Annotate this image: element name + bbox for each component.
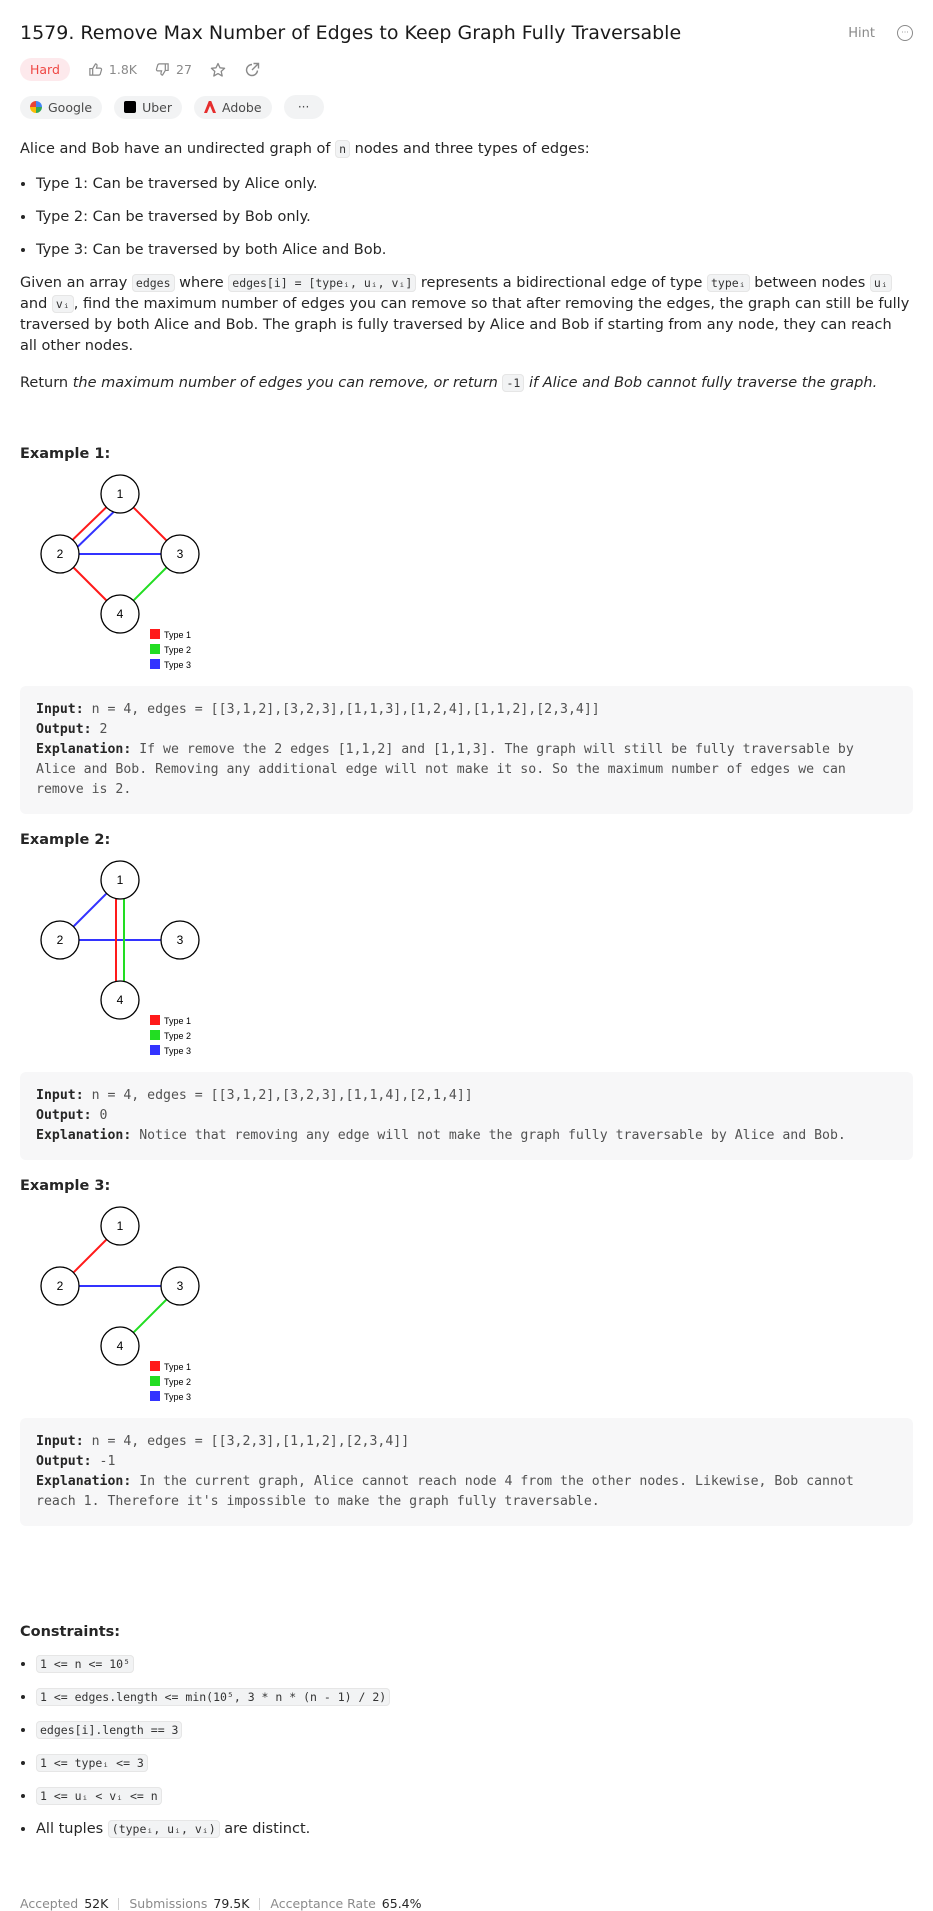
meta-row: Hard 1.8K 27 [20,58,913,81]
legend: Type 1 Type 2 Type 3 [150,1361,191,1402]
stat-acceptance: Acceptance Rate 65.4% [270,1896,422,1911]
example-2-title: Example 2: [20,832,111,848]
dislike-button[interactable]: 27 [155,62,192,77]
svg-text:Type 3: Type 3 [164,1046,191,1056]
legend: Type 1 Type 2 Type 3 [150,629,191,670]
constraints-title: Constraints: [20,1624,121,1640]
svg-text:1: 1 [117,873,124,887]
svg-text:4: 4 [117,1339,124,1353]
share-icon[interactable] [244,62,260,78]
graph-node: 3 [160,1266,200,1306]
example-3-graph: 1 2 3 4 Type 1 Type 2 Type 3 [40,1206,200,1402]
graph-node: 1 [100,1206,140,1246]
star-icon[interactable] [210,62,226,78]
legend: Type 1 Type 2 Type 3 [150,1015,191,1056]
example-3-title: Example 3: [20,1178,111,1194]
graph-node: 3 [160,920,200,960]
tag-adobe[interactable]: Adobe [194,95,272,119]
adobe-logo-icon [204,101,217,113]
graph-node: 1 [100,860,140,900]
svg-text:Type 2: Type 2 [164,1031,191,1041]
page-title: 1579. Remove Max Number of Edges to Keep… [20,22,682,44]
svg-text:3: 3 [177,933,184,947]
stat-accepted: Accepted 52K [20,1896,109,1911]
example-1-title: Example 1: [20,446,111,462]
dislike-count: 27 [176,62,192,77]
svg-text:1: 1 [117,1219,124,1233]
example-3-block: Input: n = 4, edges = [[3,2,3],[1,1,2],[… [20,1418,913,1526]
thumbs-up-icon [89,63,103,76]
svg-text:Type 1: Type 1 [164,1362,191,1372]
svg-text:Type 2: Type 2 [164,1377,191,1387]
list-item: Type 1: Can be traversed by Alice only. [36,174,913,195]
svg-text:3: 3 [177,1279,184,1293]
google-logo-icon [30,101,42,113]
description-return: Return the maximum number of edges you c… [20,374,878,392]
svg-text:Type 1: Type 1 [164,630,191,640]
svg-text:2: 2 [57,1279,64,1293]
constraints-list: 1 <= n <= 10⁵ 1 <= edges.length <= min(1… [20,1654,913,1840]
svg-text:4: 4 [117,607,124,621]
thumbs-down-icon [155,63,169,76]
edge-types-list: Type 1: Can be traversed by Alice only. … [20,174,913,261]
svg-text:2: 2 [57,933,64,947]
example-1-block: Input: n = 4, edges = [[3,1,2],[3,2,3],[… [20,686,913,814]
list-item: 1 <= n <= 10⁵ [36,1654,913,1675]
list-item: Type 3: Can be traversed by both Alice a… [36,240,913,261]
svg-text:1: 1 [117,487,124,501]
graph-node: 4 [100,980,140,1020]
tag-google[interactable]: Google [20,95,103,119]
graph-node: 3 [160,534,200,574]
list-item: 1 <= uᵢ < vᵢ <= n [36,1786,913,1807]
graph-node: 2 [40,534,80,574]
more-tags-button[interactable]: ··· [283,95,324,119]
stat-submissions: Submissions 79.5K [129,1896,250,1911]
stats-bar: Accepted 52K Submissions 79.5K Acceptance … [20,1896,422,1911]
svg-text:Type 3: Type 3 [164,1392,191,1402]
list-item: edges[i].length == 3 [36,1720,913,1741]
difficulty-badge: Hard [20,58,70,81]
svg-text:3: 3 [177,547,184,561]
like-button[interactable]: 1.8K [88,62,137,77]
svg-text:Type 2: Type 2 [164,645,191,655]
example-2-graph: 1 2 3 4 Type 1 Type 2 Type 3 [40,860,200,1056]
tag-uber[interactable]: Uber [114,95,183,119]
uber-logo-icon [124,101,137,113]
list-item: 1 <= edges.length <= min(10⁵, 3 * n * (n… [36,1687,913,1708]
list-item: Type 2: Can be traversed by Bob only. [36,207,913,228]
tag-label: Google [48,99,93,115]
tag-label: Adobe [222,99,262,115]
company-tags: Google Uber Adobe ··· [20,95,913,119]
example-1-graph: 1 2 3 4 Type 1 Type 2 Type 3 [40,474,200,670]
example-2-block: Input: n = 4, edges = [[3,1,2],[3,2,3],[… [20,1072,913,1160]
graph-node: 2 [40,1266,80,1306]
graph-node: 4 [100,1326,140,1366]
description-intro: Alice and Bob have an undirected graph o… [20,140,590,158]
svg-text:4: 4 [117,993,124,1007]
hint-button[interactable]: Hint [848,25,875,41]
like-count: 1.8K [108,62,137,77]
svg-text:Type 1: Type 1 [164,1016,191,1026]
graph-node: 1 [100,474,140,514]
graph-node: 4 [100,594,140,634]
svg-text:Type 3: Type 3 [164,660,191,670]
more-options-icon[interactable]: ··· [897,25,913,41]
list-item: All tuples (typeᵢ, uᵢ, vᵢ) are distinct. [36,1819,913,1840]
title-row: 1579. Remove Max Number of Edges to Keep… [20,0,913,44]
tag-label: Uber [142,99,173,115]
description-body: Given an array edges where edges[i] = [t… [20,274,910,354]
graph-node: 2 [40,920,80,960]
svg-text:2: 2 [57,547,64,561]
list-item: 1 <= typeᵢ <= 3 [36,1753,913,1774]
